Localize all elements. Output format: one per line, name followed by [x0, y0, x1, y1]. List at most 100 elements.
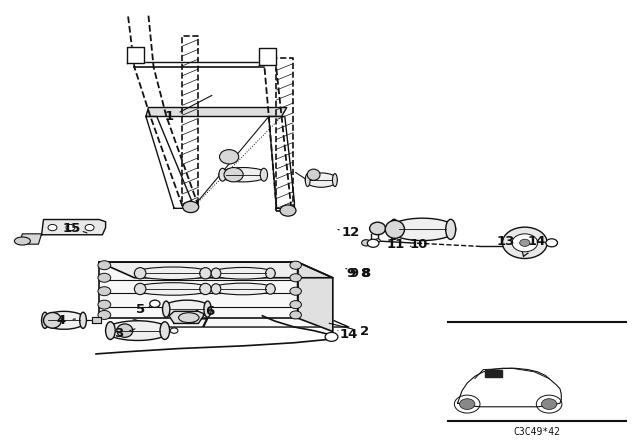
Ellipse shape	[80, 312, 86, 328]
Ellipse shape	[389, 218, 456, 241]
Ellipse shape	[307, 169, 320, 180]
Ellipse shape	[163, 300, 211, 318]
Ellipse shape	[546, 240, 557, 246]
Polygon shape	[458, 368, 561, 407]
Ellipse shape	[200, 267, 211, 279]
Circle shape	[536, 395, 562, 413]
Circle shape	[150, 300, 160, 307]
Polygon shape	[269, 116, 294, 208]
Text: 13: 13	[497, 234, 515, 248]
Ellipse shape	[42, 311, 86, 329]
Polygon shape	[109, 309, 349, 327]
Text: 9: 9	[349, 267, 358, 280]
Ellipse shape	[290, 301, 301, 309]
Ellipse shape	[211, 284, 221, 294]
Ellipse shape	[160, 322, 170, 340]
Ellipse shape	[266, 284, 275, 294]
Circle shape	[367, 239, 379, 247]
Circle shape	[170, 328, 178, 333]
Text: 2: 2	[360, 325, 369, 338]
Ellipse shape	[106, 321, 170, 340]
Ellipse shape	[134, 283, 146, 295]
Ellipse shape	[44, 313, 61, 328]
Ellipse shape	[389, 219, 399, 239]
Ellipse shape	[224, 168, 243, 182]
Circle shape	[520, 239, 530, 246]
Ellipse shape	[15, 237, 31, 245]
Text: 15: 15	[63, 222, 81, 235]
Circle shape	[512, 234, 538, 252]
Text: 4: 4	[56, 314, 65, 327]
Polygon shape	[42, 220, 106, 235]
Ellipse shape	[305, 174, 310, 186]
Text: C3C49*42: C3C49*42	[513, 427, 561, 437]
Ellipse shape	[445, 219, 456, 239]
Ellipse shape	[220, 150, 239, 164]
Circle shape	[48, 224, 57, 231]
Ellipse shape	[211, 267, 275, 279]
Ellipse shape	[370, 222, 385, 235]
Polygon shape	[259, 48, 276, 65]
Circle shape	[454, 395, 480, 413]
Ellipse shape	[183, 201, 198, 212]
Ellipse shape	[375, 239, 380, 242]
Polygon shape	[276, 58, 293, 211]
Ellipse shape	[290, 261, 301, 269]
Ellipse shape	[385, 220, 404, 238]
Ellipse shape	[163, 301, 170, 317]
Circle shape	[85, 224, 94, 231]
Polygon shape	[146, 116, 192, 208]
Ellipse shape	[200, 283, 211, 295]
Ellipse shape	[266, 268, 275, 279]
Circle shape	[546, 239, 557, 247]
Polygon shape	[182, 36, 198, 206]
Text: 12: 12	[342, 226, 360, 240]
Text: 11: 11	[387, 237, 404, 251]
Circle shape	[66, 224, 75, 231]
Circle shape	[541, 399, 557, 409]
Ellipse shape	[219, 168, 268, 182]
Text: 14: 14	[527, 234, 545, 248]
Circle shape	[325, 332, 338, 341]
Polygon shape	[92, 317, 101, 323]
Text: 10: 10	[410, 237, 428, 251]
Ellipse shape	[333, 174, 337, 186]
Ellipse shape	[204, 301, 211, 317]
Ellipse shape	[260, 168, 268, 181]
Ellipse shape	[179, 313, 199, 323]
Text: 5: 5	[136, 302, 145, 316]
Polygon shape	[485, 370, 502, 377]
Ellipse shape	[117, 324, 133, 337]
Ellipse shape	[219, 168, 226, 181]
Text: 9: 9	[346, 267, 355, 280]
Ellipse shape	[98, 287, 111, 296]
Text: 14: 14	[340, 328, 358, 341]
Text: 3: 3	[114, 327, 123, 340]
Ellipse shape	[134, 267, 211, 280]
Circle shape	[502, 227, 547, 258]
Polygon shape	[169, 311, 204, 323]
Ellipse shape	[98, 300, 111, 309]
Text: 8: 8	[360, 267, 369, 280]
Circle shape	[460, 399, 475, 409]
Ellipse shape	[211, 268, 221, 279]
Ellipse shape	[98, 273, 111, 282]
Ellipse shape	[211, 283, 275, 295]
Polygon shape	[19, 234, 42, 244]
Polygon shape	[99, 262, 298, 318]
Polygon shape	[99, 262, 333, 278]
Text: 8: 8	[362, 267, 371, 280]
Ellipse shape	[98, 261, 111, 270]
Ellipse shape	[290, 311, 301, 319]
Circle shape	[362, 240, 371, 246]
Ellipse shape	[42, 312, 49, 328]
Ellipse shape	[290, 274, 301, 282]
Ellipse shape	[98, 310, 111, 319]
Text: 6: 6	[205, 305, 214, 318]
Text: 1: 1	[165, 110, 174, 123]
Ellipse shape	[290, 287, 301, 295]
Polygon shape	[127, 47, 144, 63]
Ellipse shape	[134, 267, 146, 279]
Ellipse shape	[134, 283, 211, 295]
Ellipse shape	[305, 173, 337, 187]
